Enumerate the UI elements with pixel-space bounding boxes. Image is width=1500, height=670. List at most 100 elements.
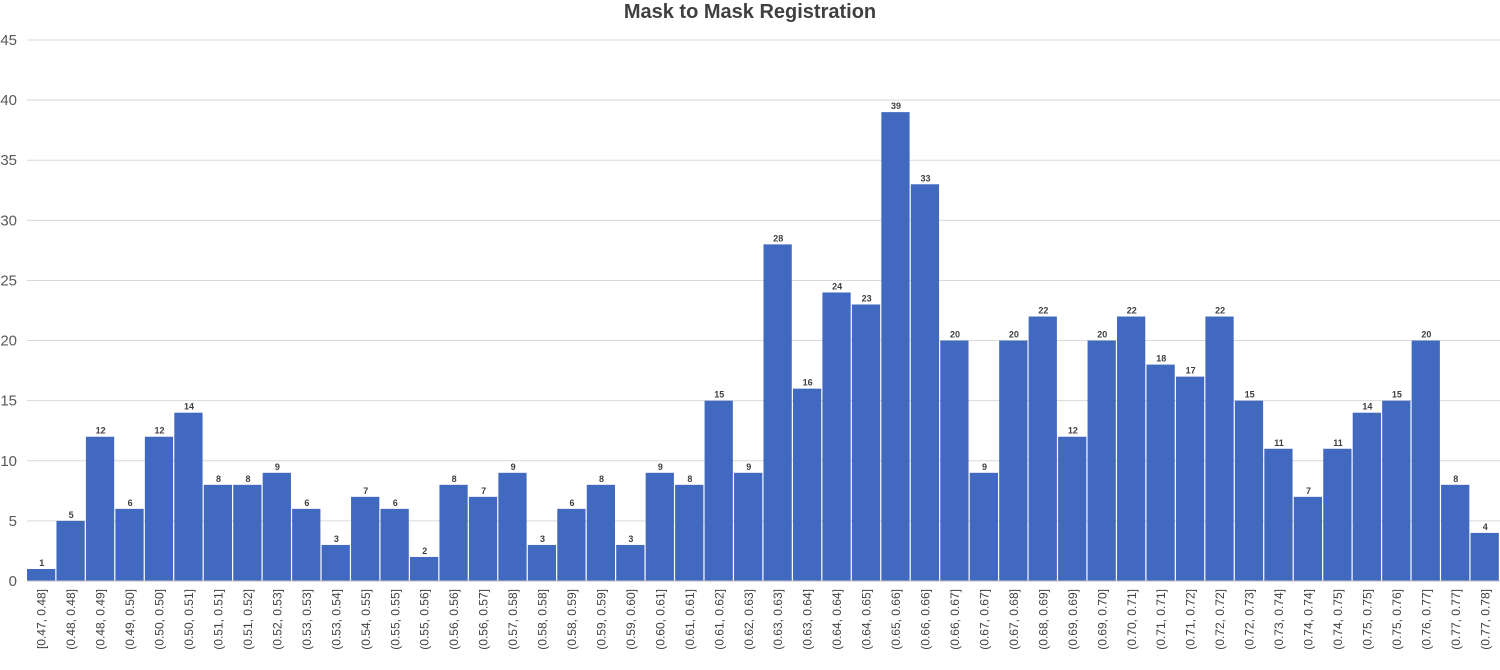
data-label: 20 <box>1097 330 1107 340</box>
bar <box>144 436 174 581</box>
y-tick-label: 15 <box>0 393 17 410</box>
data-label: 9 <box>275 462 280 472</box>
x-tick-label: (0.63, 0.64] <box>801 589 815 650</box>
bar <box>1058 436 1087 581</box>
y-tick-label: 45 <box>0 32 17 49</box>
data-label: 11 <box>1333 438 1343 448</box>
chart-title: Mask to Mask Registration <box>623 1 877 23</box>
x-tick-label: (0.71, 0.72] <box>1184 589 1198 650</box>
x-tick-label: (0.54, 0.55] <box>359 589 373 650</box>
bar <box>115 508 144 581</box>
data-label: 8 <box>216 474 221 484</box>
bar <box>792 388 822 581</box>
data-label: 22 <box>1215 306 1225 316</box>
bar <box>262 472 291 581</box>
data-label: 7 <box>363 486 368 496</box>
data-label: 6 <box>304 498 309 508</box>
data-label: 8 <box>1453 474 1458 484</box>
bar <box>1028 316 1057 581</box>
bar <box>822 292 851 581</box>
bar <box>292 508 321 581</box>
x-tick-label: (0.68, 0.69] <box>1036 589 1050 650</box>
data-label: 9 <box>982 462 987 472</box>
data-label: 11 <box>1274 438 1284 448</box>
x-tick-label: (0.59, 0.60] <box>624 589 638 650</box>
bar <box>203 484 233 581</box>
bar <box>616 544 645 581</box>
x-tick-label: (0.48, 0.48] <box>64 589 78 650</box>
x-tick-label: (0.65, 0.66] <box>889 589 903 650</box>
x-tick-label: (0.70, 0.71] <box>1125 589 1139 650</box>
y-tick-label: 5 <box>9 513 17 530</box>
data-label: 6 <box>128 498 133 508</box>
x-tick-label: (0.74, 0.74] <box>1302 589 1316 650</box>
x-tick-label: (0.71, 0.71] <box>1154 589 1168 650</box>
x-tick-label: (0.61, 0.62] <box>712 589 726 650</box>
data-label: 3 <box>334 534 339 544</box>
data-label: 28 <box>773 233 783 243</box>
y-tick-label: 25 <box>0 272 17 289</box>
y-tick-label: 0 <box>9 573 17 590</box>
bar <box>1087 340 1116 581</box>
bar <box>380 508 409 581</box>
bar <box>174 412 203 581</box>
bar <box>409 556 439 581</box>
x-tick-label: (0.52, 0.53] <box>270 589 284 650</box>
x-tick-label: (0.77, 0.77] <box>1449 589 1463 650</box>
data-label: 6 <box>393 498 398 508</box>
x-tick-label: (0.53, 0.54] <box>329 589 343 650</box>
x-tick-label: (0.74, 0.75] <box>1331 589 1345 650</box>
x-tick-label: (0.69, 0.70] <box>1095 589 1109 650</box>
data-label: 6 <box>570 498 575 508</box>
data-label: 1 <box>39 558 44 568</box>
x-tick-label: (0.72, 0.73] <box>1243 589 1257 650</box>
bar <box>1234 400 1264 581</box>
bar <box>1411 340 1440 581</box>
x-tick-label: (0.56, 0.57] <box>477 589 491 650</box>
y-tick-label: 10 <box>0 453 17 470</box>
x-tick-label: (0.64, 0.64] <box>830 589 844 650</box>
x-tick-label: (0.66, 0.66] <box>919 589 933 650</box>
data-label: 16 <box>803 378 813 388</box>
data-label: 8 <box>687 474 692 484</box>
x-tick-label: (0.75, 0.75] <box>1360 589 1374 650</box>
data-label: 39 <box>891 101 901 111</box>
x-tick-label: (0.59, 0.59] <box>594 589 608 650</box>
data-label: 7 <box>481 486 486 496</box>
x-tick-label: (0.50, 0.51] <box>182 589 196 650</box>
data-label: 9 <box>511 462 516 472</box>
bar <box>527 544 557 581</box>
data-label: 14 <box>1362 402 1372 412</box>
bar <box>1352 412 1381 581</box>
data-label: 12 <box>96 426 106 436</box>
bar <box>645 472 674 581</box>
bar <box>1470 532 1499 581</box>
data-label: 12 <box>155 426 165 436</box>
bar <box>1264 448 1293 581</box>
data-label: 17 <box>1186 366 1196 376</box>
x-tick-label: (0.69, 0.69] <box>1066 589 1080 650</box>
bar <box>734 472 763 581</box>
x-tick-label: (0.67, 0.68] <box>1007 589 1021 650</box>
y-tick-label: 40 <box>0 92 17 109</box>
x-tick-label: (0.49, 0.50] <box>123 589 137 650</box>
bar <box>56 520 85 581</box>
x-tick-label: (0.55, 0.56] <box>418 589 432 650</box>
bar <box>851 304 881 581</box>
y-tick-label: 20 <box>0 333 17 350</box>
data-label: 3 <box>540 534 545 544</box>
data-label: 22 <box>1127 306 1137 316</box>
data-label: 15 <box>1392 390 1402 400</box>
bar <box>969 472 998 581</box>
bar <box>763 244 792 581</box>
bar <box>351 496 380 581</box>
x-tick-label: (0.56, 0.56] <box>447 589 461 650</box>
x-tick-label: (0.64, 0.65] <box>860 589 874 650</box>
data-label: 22 <box>1038 306 1048 316</box>
bar <box>1117 316 1146 581</box>
x-tick-label: (0.53, 0.53] <box>300 589 314 650</box>
x-tick-label: (0.75, 0.76] <box>1390 589 1404 650</box>
data-label: 24 <box>832 281 842 291</box>
x-tick-label: (0.62, 0.63] <box>742 589 756 650</box>
